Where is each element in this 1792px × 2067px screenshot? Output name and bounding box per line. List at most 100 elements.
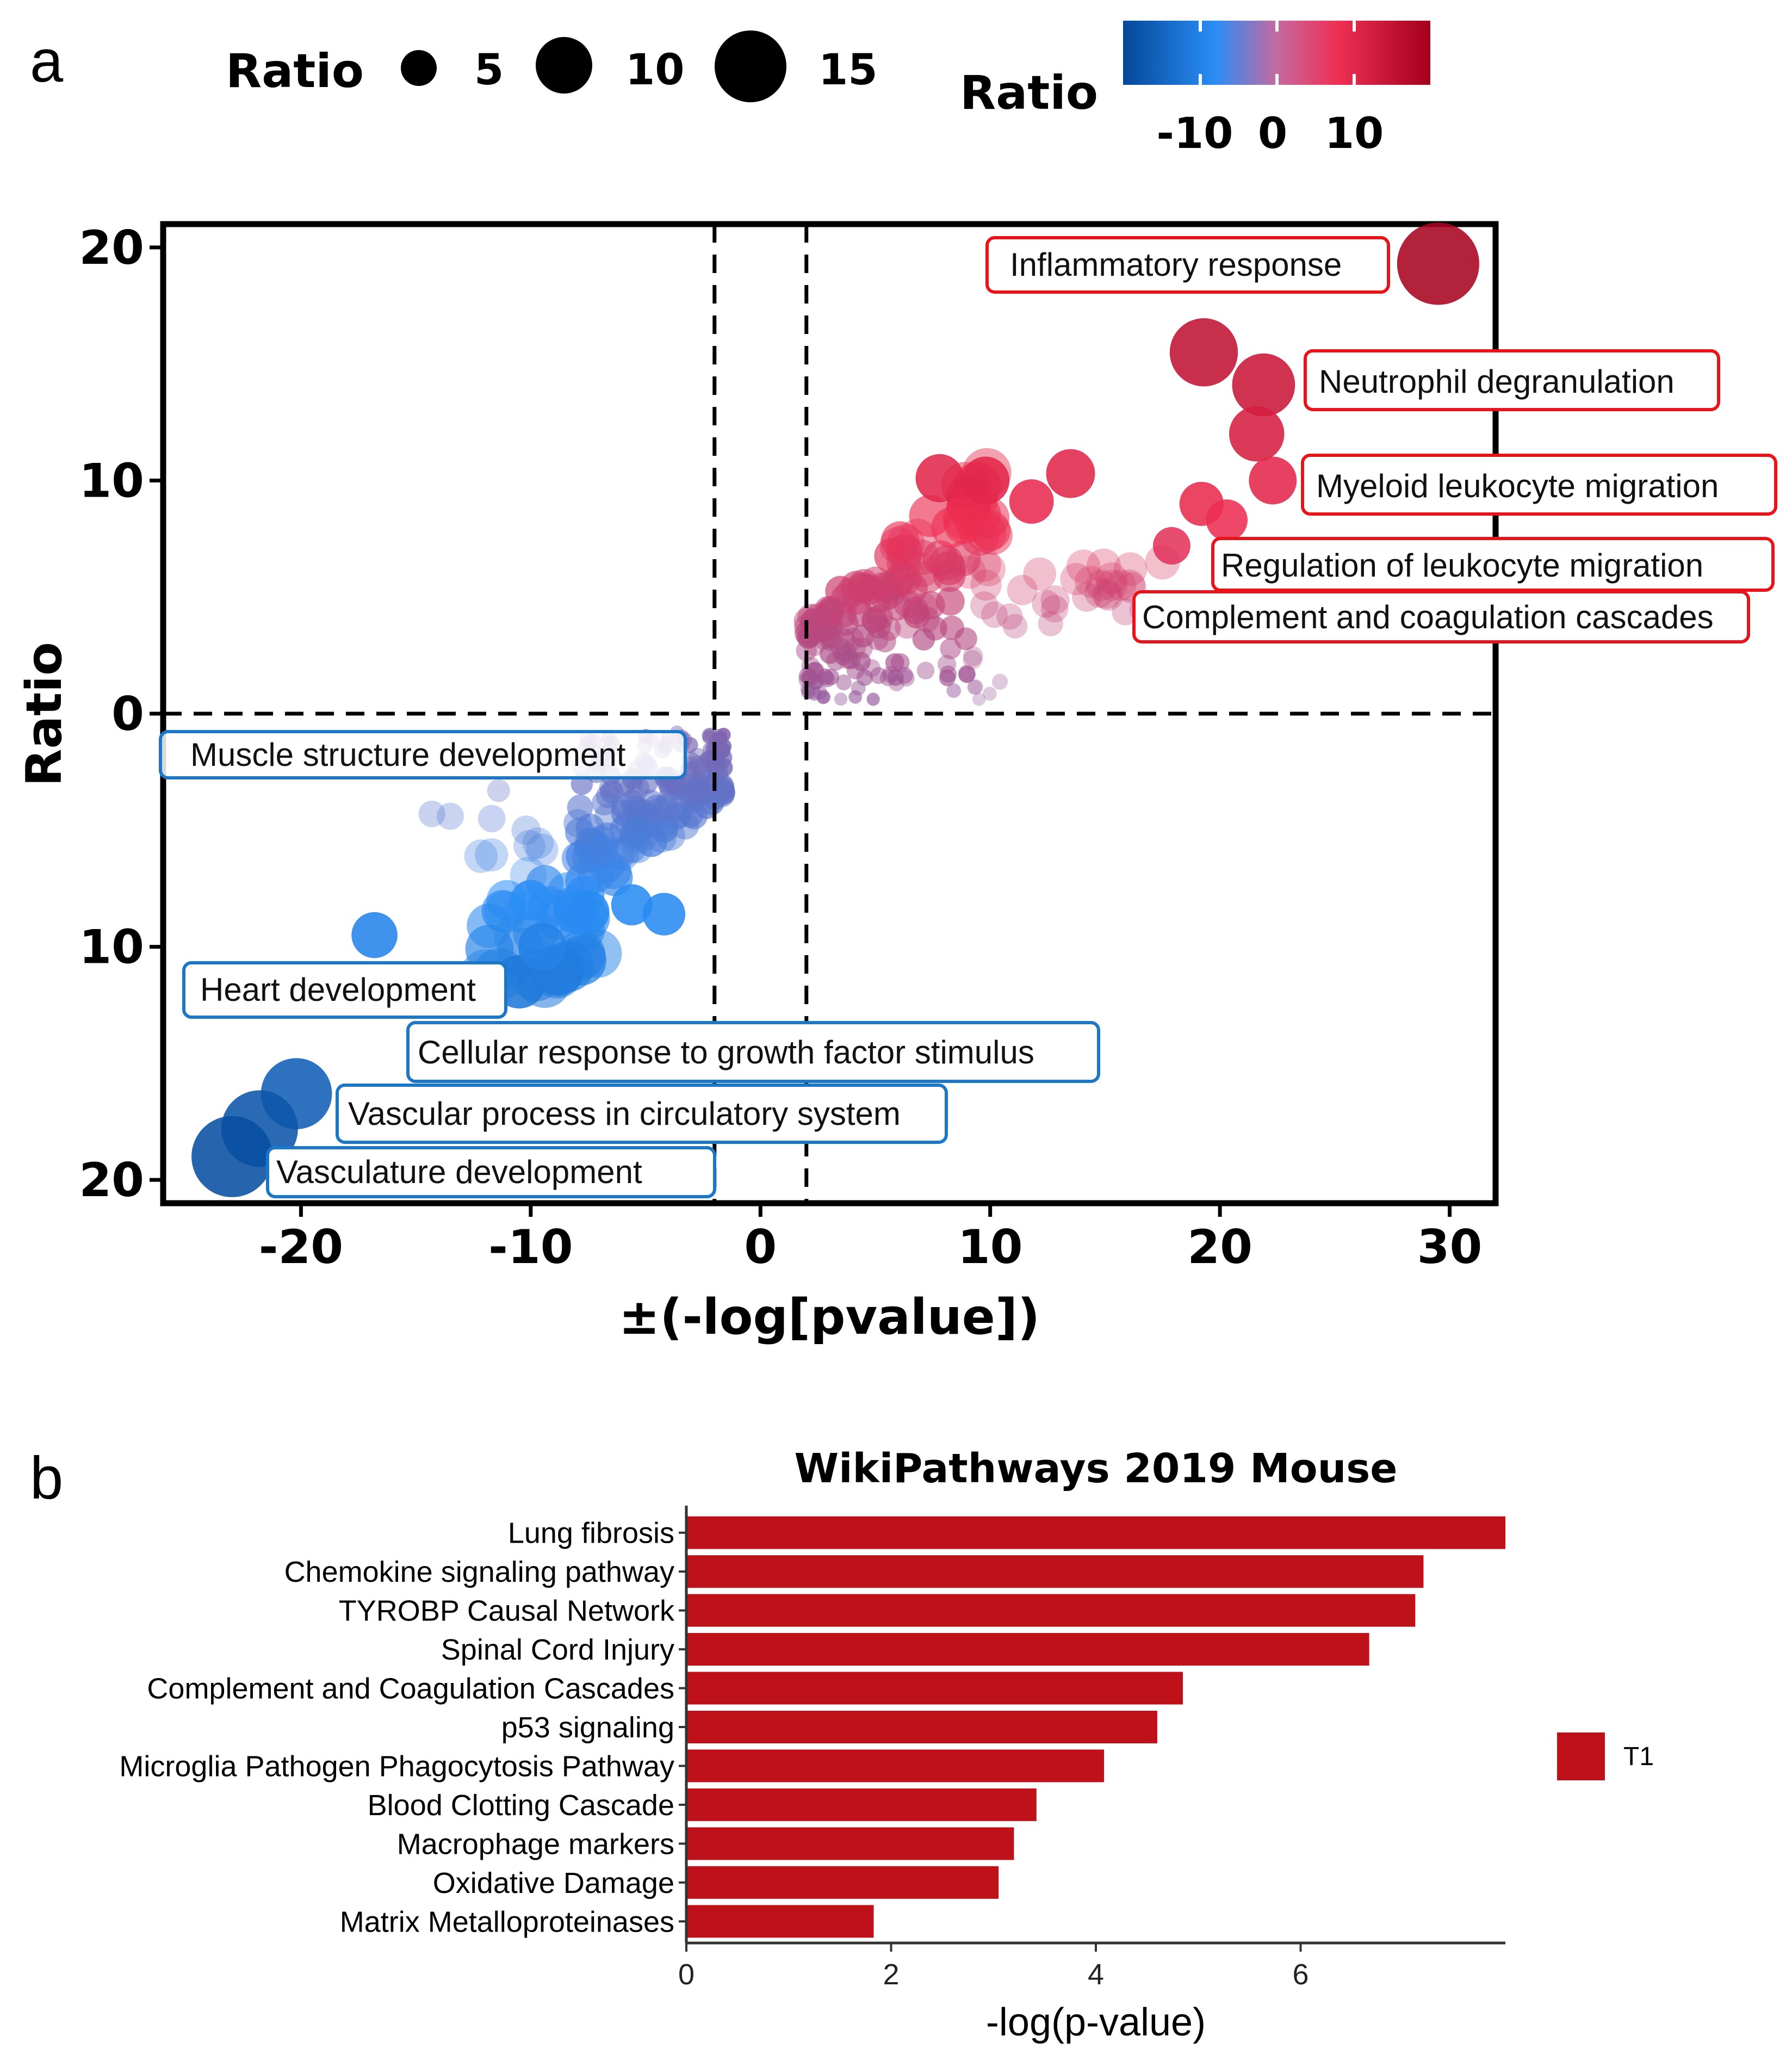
data-point [1092, 579, 1121, 609]
annotation-text: Vascular process in circulatory system [348, 1096, 901, 1132]
bar-category-label: TYROBP Causal Network [339, 1595, 675, 1627]
data-point [1093, 581, 1124, 611]
bar-category-label: Microglia Pathogen Phagocytosis Pathway [119, 1750, 674, 1783]
bar [686, 1516, 1505, 1549]
data-point [932, 551, 966, 585]
data-point [1038, 611, 1063, 636]
scatter-x-axis-title: ±(-log[pvalue]) [619, 1289, 1040, 1346]
bar-x-tick-label: 2 [883, 1958, 899, 1991]
data-point [968, 679, 983, 695]
data-point [611, 793, 637, 819]
bar-category-label: Blood Clotting Cascade [368, 1789, 674, 1822]
x-tick-label: 30 [1417, 1220, 1483, 1274]
bar-category-label: p53 signaling [501, 1711, 674, 1744]
x-tick-label: 20 [1187, 1220, 1252, 1274]
bar-x-tick-label: 0 [678, 1958, 695, 1991]
annotation-complement-and-coagulation-cascades: Complement and coagulation cascades [1132, 590, 1750, 643]
data-point [916, 661, 935, 680]
annotation-box [406, 1021, 1100, 1083]
annotation-box [985, 236, 1390, 294]
data-point [939, 615, 964, 640]
data-point [599, 776, 622, 799]
annotation-inflammatory-response: Inflammatory response [985, 236, 1390, 294]
data-point [1023, 557, 1057, 591]
color-legend: Ratio -10 0 10 [960, 21, 1430, 158]
data-point [971, 552, 1006, 586]
scatter-plot: -20 -10 0 10 20 30 20 10 0 10 20 Inflammatory resp… [16, 221, 1777, 1346]
data-point [437, 802, 464, 830]
data-point [478, 804, 506, 833]
y-tick-label: 0 [111, 687, 144, 741]
data-point [939, 670, 956, 686]
bar [686, 1594, 1416, 1627]
data-point [1397, 222, 1479, 305]
data-point [677, 800, 704, 827]
bar-category-label: Spinal Cord Injury [441, 1633, 674, 1666]
data-point [1046, 449, 1095, 498]
data-point [967, 679, 982, 695]
data-point [970, 591, 999, 620]
annotation-text: Cellular response to growth factor stimu… [418, 1034, 1034, 1070]
data-point [702, 728, 716, 742]
data-point [620, 776, 643, 799]
data-point [1040, 585, 1070, 615]
data-point [898, 670, 915, 687]
data-point [1060, 562, 1093, 596]
y-tick-label: 10 [79, 454, 144, 508]
data-point [931, 507, 972, 548]
annotation-box [182, 961, 507, 1019]
data-point [816, 690, 830, 704]
size-legend-dot-10 [536, 37, 592, 94]
panel-b-letter: b [30, 1445, 63, 1512]
data-point [973, 516, 1013, 555]
data-point [475, 838, 509, 872]
data-point [1040, 595, 1069, 623]
color-legend-label: 0 [1258, 109, 1287, 158]
data-point [1009, 479, 1054, 524]
data-point [487, 779, 510, 802]
size-legend-title: Ratio [226, 44, 364, 98]
data-point [942, 497, 985, 540]
data-point [1105, 570, 1137, 601]
data-point [685, 778, 709, 802]
data-point [1007, 574, 1038, 605]
annotation-box [1301, 454, 1777, 516]
bar-category-label: Matrix Metalloproteinases [340, 1905, 674, 1938]
y-tick-label: 10 [79, 920, 144, 975]
color-legend-title: Ratio [960, 66, 1098, 120]
annotation-text: Complement and coagulation cascades [1142, 599, 1714, 635]
data-point [1072, 582, 1102, 612]
data-point [996, 603, 1023, 630]
data-point [972, 692, 986, 706]
data-point [621, 816, 652, 846]
panel-a-letter: a [30, 28, 64, 95]
scatter-y-axis-title: Ratio [16, 642, 73, 787]
data-point [866, 692, 880, 706]
annotation-text: Muscle structure development [190, 737, 626, 773]
bar-x-axis-title: -log(p-value) [986, 2001, 1206, 2044]
data-point [966, 547, 1001, 582]
data-point [946, 683, 962, 698]
data-point [561, 841, 596, 876]
data-point [937, 654, 957, 674]
size-legend-dot-5 [401, 50, 437, 86]
y-tick-label: 20 [79, 1153, 144, 1208]
data-point [510, 880, 551, 921]
data-point [851, 624, 875, 648]
data-point [1086, 570, 1117, 601]
color-legend-label: 10 [1325, 109, 1384, 158]
data-point [970, 510, 1011, 550]
data-point [890, 653, 910, 672]
data-point [1152, 527, 1190, 565]
data-point [805, 662, 823, 680]
data-point [351, 912, 398, 958]
data-point [903, 539, 940, 575]
bar-x-tick-label: 6 [1292, 1958, 1309, 1991]
bar-chart: WikiPathways 2019 Mouse Lung fibrosis Che… [119, 1445, 1654, 2044]
bar [686, 1633, 1369, 1666]
size-legend-label-5: 5 [474, 46, 504, 95]
data-point [963, 649, 983, 670]
data-point [1232, 353, 1295, 417]
bar [686, 1711, 1157, 1743]
annotation-text: Vasculature development [276, 1154, 642, 1190]
